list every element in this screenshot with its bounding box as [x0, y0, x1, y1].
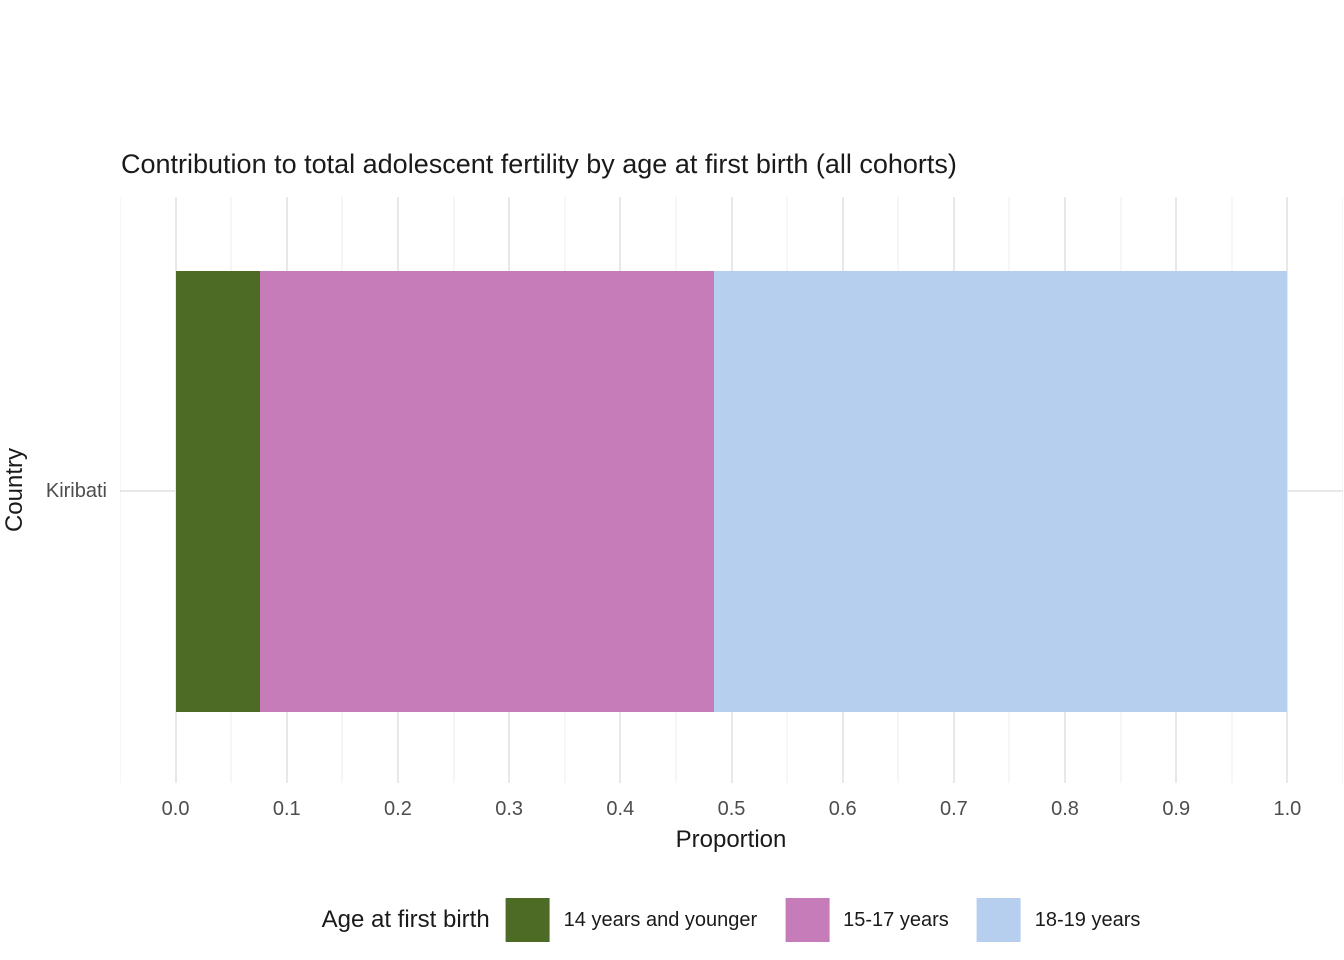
legend-label-15-17-years: 15-17 years: [843, 908, 949, 931]
x-tick-label-0.5: 0.5: [717, 798, 746, 820]
legend-title: Age at first birth: [321, 906, 490, 933]
x-tick-label-0.6: 0.6: [828, 798, 857, 820]
x-tick-label-0.3: 0.3: [495, 798, 524, 820]
plot-panel: [120, 197, 1343, 783]
legend-swatch-15-17-years: [785, 898, 830, 942]
chart-title: Contribution to total adolescent fertili…: [121, 149, 957, 179]
legend-label-18-19-years: 18-19 years: [1034, 908, 1141, 931]
legend-item-18-19-years: 18-19 years: [976, 898, 1141, 942]
bar-segment-14-years-and-younger: [175, 271, 261, 712]
legend: Age at first birth 14 years and younger 1…: [321, 898, 1141, 942]
legend-label-14-years-and-younger: 14 years and younger: [563, 908, 758, 931]
stacked-bar-kiribati: [175, 271, 1288, 712]
y-axis-title: Country: [1, 447, 28, 533]
x-tick-label-0.2: 0.2: [384, 798, 412, 820]
x-tick-label-0.8: 0.8: [1051, 798, 1079, 820]
x-tick-label-0.4: 0.4: [606, 798, 635, 820]
bar-segment-18-19-years: [713, 271, 1288, 712]
x-tick-label-1.0: 1.0: [1273, 798, 1302, 820]
x-tick-label-0.1: 0.1: [272, 798, 301, 820]
x-tick-label-0.9: 0.9: [1162, 798, 1191, 820]
x-tick-label-0.0: 0.0: [161, 798, 190, 820]
legend-swatch-18-19-years: [976, 898, 1021, 942]
legend-item-15-17-years: 15-17 years: [785, 898, 949, 942]
legend-swatch-14-years-and-younger: [505, 898, 550, 942]
y-tick-label-kiribati: Kiribati: [45, 480, 107, 502]
x-axis-title: Proportion: [675, 826, 787, 853]
x-tick-label-0.7: 0.7: [939, 798, 968, 820]
bar-segment-15-17-years: [260, 271, 714, 712]
legend-item-14-years-and-younger: 14 years and younger: [505, 898, 758, 942]
